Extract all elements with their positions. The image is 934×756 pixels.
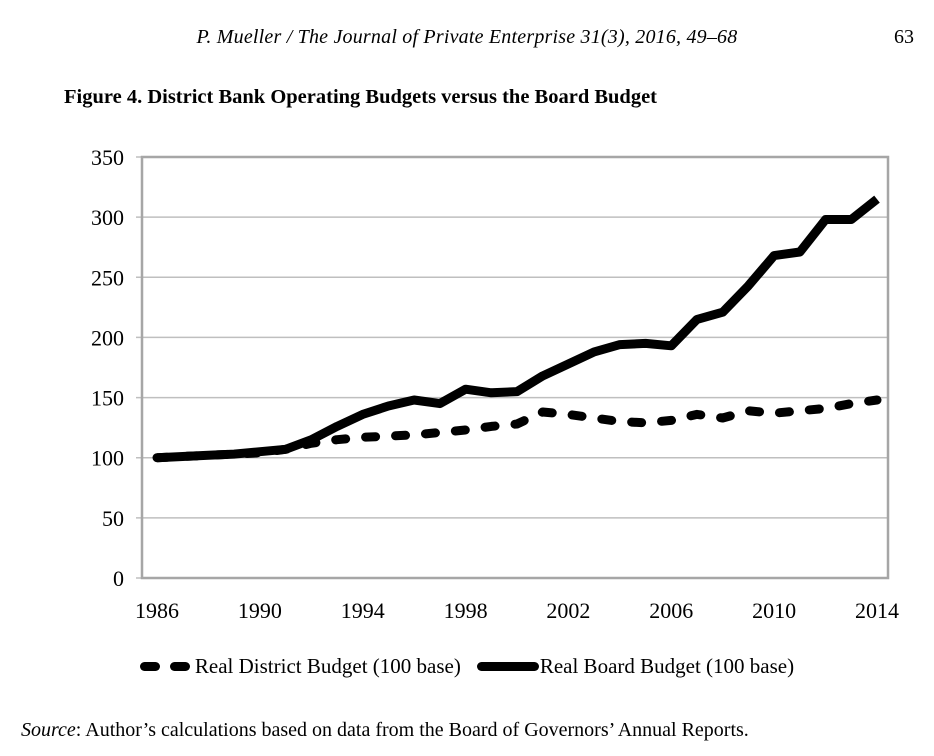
- chart-legend: Real District Budget (100 base) Real Boa…: [0, 648, 934, 684]
- journal-header-citation: P. Mueller / The Journal of Private Ente…: [196, 26, 738, 48]
- x-axis-tick-label: 2014: [855, 598, 899, 623]
- y-axis-tick-label: 350: [91, 145, 124, 170]
- board-solid-line-marker: [476, 661, 539, 671]
- x-axis-tick-label: 2010: [752, 598, 796, 623]
- x-axis-tick-label: 1994: [341, 598, 385, 623]
- y-axis-tick-label: 200: [91, 325, 124, 350]
- y-axis-tick-label: 50: [102, 506, 124, 531]
- y-axis-tick-label: 100: [91, 446, 124, 471]
- plot-border: [140, 155, 890, 580]
- dash-icon: [169, 661, 190, 671]
- budget-line-chart: 0 50 100 150 200 250 300 350 1986 1990 1994 1998 200…: [91, 145, 899, 623]
- y-axis-tick-label: 300: [91, 205, 124, 230]
- x-axis-tick-label: 1986: [135, 598, 179, 623]
- legend-label-board: Real Board Budget (100 base): [539, 653, 795, 678]
- district-budget-line: [152, 395, 882, 463]
- dash-icon: [139, 661, 160, 671]
- x-axis-tick-label: 2006: [649, 598, 693, 623]
- x-axis-tick-label: 2002: [546, 598, 590, 623]
- x-axis-tick-label: 1990: [238, 598, 282, 623]
- figure-title: Figure 4. District Bank Operating Budget…: [64, 86, 657, 108]
- source-note-text: : Author’s calculations based on data fr…: [75, 719, 749, 741]
- source-note-label: Source: [21, 719, 76, 741]
- y-axis-tick-label: 250: [91, 265, 124, 290]
- board-budget-line: [156, 195, 880, 463]
- legend-label-district: Real District Budget (100 base): [194, 653, 461, 678]
- page-number: 63: [894, 26, 914, 48]
- y-axis-tick-label: 150: [91, 386, 124, 411]
- y-axis-tick-label: 0: [113, 566, 124, 591]
- source-note: Source: Author’s calculations based on d…: [21, 719, 749, 742]
- district-dashed-line-marker: [139, 661, 190, 671]
- x-axis-tick-label: 1998: [444, 598, 488, 623]
